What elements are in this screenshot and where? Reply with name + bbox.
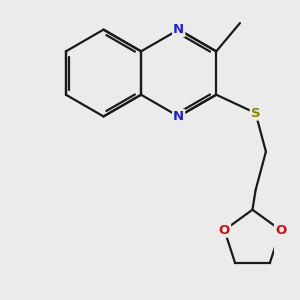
Text: N: N: [173, 23, 184, 36]
Text: N: N: [173, 110, 184, 123]
Text: O: O: [219, 224, 230, 237]
Text: O: O: [275, 224, 286, 237]
Text: S: S: [251, 106, 260, 120]
